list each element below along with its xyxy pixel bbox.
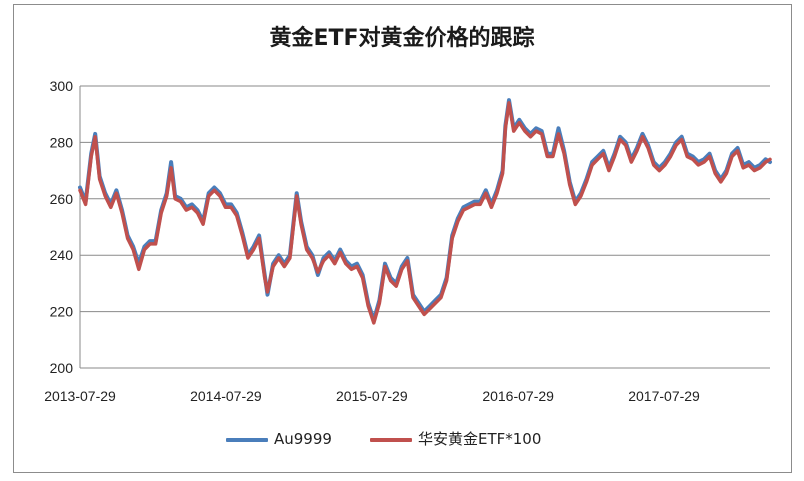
y-tick-label: 280 [50, 134, 74, 150]
y-tick-label: 300 [50, 78, 74, 94]
y-tick-labels: 200 220 240 260 280 300 [50, 78, 74, 376]
x-tick-label: 2013-07-29 [44, 388, 116, 404]
x-tick-label: 2014-07-29 [190, 388, 262, 404]
chart-frame [13, 4, 792, 473]
x-tick-label: 2017-07-29 [628, 388, 700, 404]
x-tick-labels: 2013-07-29 2014-07-29 2015-07-29 2016-07-29… [44, 388, 700, 404]
series-lines [78, 98, 772, 325]
legend-label-au9999: Au9999 [274, 430, 332, 448]
x-tick-label: 2016-07-29 [482, 388, 554, 404]
y-tick-label: 260 [50, 191, 74, 207]
legend: Au9999 华安黄金ETF*100 [0, 428, 804, 450]
series-line-0 [78, 98, 772, 323]
gridlines [80, 85, 770, 369]
legend-swatch-au9999 [226, 437, 268, 442]
y-tick-label: 200 [50, 360, 74, 376]
legend-item-etf: 华安黄金ETF*100 [370, 428, 541, 450]
chart-title: 黄金ETF对黄金价格的跟踪 [269, 26, 535, 51]
legend-label-etf: 华安黄金ETF*100 [418, 430, 542, 448]
series-line-1 [78, 101, 772, 325]
y-tick-label: 240 [50, 247, 74, 263]
x-tick-label: 2015-07-29 [336, 388, 408, 404]
y-tick-label: 220 [50, 304, 74, 320]
legend-item-au9999: Au9999 [226, 428, 332, 450]
legend-swatch-etf [370, 437, 412, 442]
